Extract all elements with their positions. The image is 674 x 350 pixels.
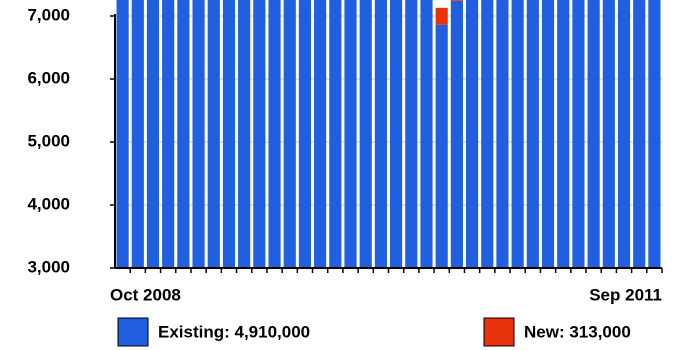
bar-segment	[268, 0, 281, 268]
bar-segment	[131, 0, 144, 268]
bar-segment	[253, 0, 266, 269]
bar-segment	[162, 0, 175, 269]
bar-segment	[207, 0, 220, 269]
y-tick-label: 5,000	[27, 131, 70, 150]
legend-label: Existing: 4,910,000	[158, 322, 310, 341]
bar-segment	[314, 0, 327, 268]
bar-segment	[633, 0, 646, 268]
bar-segment	[526, 0, 539, 269]
legend-label: New: 313,000	[524, 322, 631, 341]
bar-segment	[192, 0, 205, 268]
bar-segment	[481, 0, 494, 269]
x-tick-label: Sep 2011	[589, 285, 662, 304]
bar-segment	[298, 0, 312, 268]
bar-segment	[648, 0, 661, 268]
bar-segment	[177, 0, 190, 268]
bar-segment	[146, 0, 160, 268]
bar-segment	[450, 0, 463, 1]
bar-segment	[450, 0, 463, 268]
bar-segment	[541, 0, 555, 268]
x-tick-label: Oct 2008	[110, 285, 181, 304]
bar-segment	[405, 0, 418, 268]
bar-segment	[557, 0, 570, 268]
y-tick-label: 3,000	[27, 257, 70, 276]
bar-segment	[617, 0, 631, 268]
bar-segment	[283, 0, 296, 268]
bar-segment	[390, 0, 403, 268]
bar-segment	[329, 0, 342, 268]
bar-segment	[602, 0, 615, 268]
bar-segment	[435, 24, 448, 268]
y-tick-label: 4,000	[27, 194, 70, 213]
bar-segment	[511, 0, 524, 268]
bar-segment	[496, 0, 509, 269]
bar-segment	[572, 0, 585, 268]
y-tick-label: 6,000	[27, 68, 70, 87]
bar-segment	[116, 0, 129, 268]
bar-segment	[238, 0, 251, 269]
bar-segment	[435, 7, 448, 25]
bar-segment	[222, 0, 236, 268]
bar-segment	[420, 0, 433, 268]
bar-segment	[374, 0, 387, 268]
y-tick-label: 7,000	[27, 5, 70, 24]
bar-segment	[359, 0, 372, 269]
legend-swatch	[483, 317, 515, 347]
legend-swatch	[117, 317, 149, 347]
bar-segment	[465, 0, 479, 269]
bar-segment	[587, 0, 600, 268]
bar-segment	[344, 0, 357, 268]
